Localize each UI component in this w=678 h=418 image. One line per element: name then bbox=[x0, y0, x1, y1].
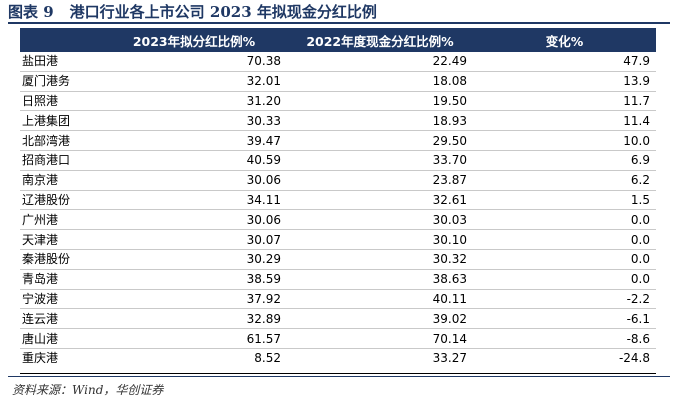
ratio-2022-cell: 19.50 bbox=[287, 91, 473, 112]
title-divider bbox=[8, 22, 670, 24]
change-cell: -6.1 bbox=[473, 308, 656, 330]
ratio-2022-cell: 29.50 bbox=[287, 130, 473, 151]
table-row: 宁波港 37.92 40.11 -2.2 bbox=[20, 289, 656, 310]
table-row: 招商港口 40.59 33.70 6.9 bbox=[20, 150, 656, 171]
table-row: 广州港 30.06 30.03 0.0 bbox=[20, 209, 656, 231]
ratio-2022-cell: 40.11 bbox=[287, 289, 473, 310]
ratio-2022-cell: 33.27 bbox=[432, 351, 467, 366]
table-row: 盐田港 70.38 22.49 47.9 bbox=[20, 52, 656, 72]
ratio-2023-cell: 38.59 bbox=[101, 269, 287, 290]
change-cell: -2.2 bbox=[473, 289, 656, 310]
ratio-2022-cell: 70.14 bbox=[287, 328, 473, 349]
change-cell: 0.0 bbox=[473, 229, 656, 250]
change-cell: 6.2 bbox=[473, 170, 656, 191]
header-2022-ratio: 2022年度现金分红比例% bbox=[287, 28, 473, 52]
change-cell: -24.8 bbox=[618, 351, 650, 366]
ratio-2023-cell: 30.06 bbox=[101, 170, 287, 191]
table-row: 南京港 30.06 23.87 6.2 bbox=[20, 170, 656, 191]
change-cell: -8.6 bbox=[473, 328, 656, 349]
ratio-2022-cell: 18.93 bbox=[287, 110, 473, 132]
change-cell: 0.0 bbox=[473, 249, 656, 270]
ratio-2023-cell: 31.20 bbox=[101, 91, 287, 112]
header-2023-ratio: 2023年拟分红比例% bbox=[101, 28, 287, 52]
table-row: 秦港股份 30.29 30.32 0.0 bbox=[20, 249, 656, 270]
table-row: 辽港股份 34.11 32.61 1.5 bbox=[20, 190, 656, 211]
company-cell: 宁波港 bbox=[20, 289, 101, 310]
ratio-2023-cell: 61.57 bbox=[101, 328, 287, 349]
ratio-2023-cell: 30.06 bbox=[101, 209, 287, 231]
company-cell: 辽港股份 bbox=[20, 190, 101, 211]
ratio-2023-cell: 30.33 bbox=[101, 110, 287, 132]
figure-title: 图表 9 港口行业各上市公司 2023 年拟现金分红比例 bbox=[8, 0, 670, 22]
header-change: 变化% bbox=[473, 28, 656, 52]
table-row: 连云港 32.89 39.02 -6.1 bbox=[20, 308, 656, 330]
ratio-2023-cell: 8.52 bbox=[254, 351, 281, 366]
figure-number: 图表 9 bbox=[8, 2, 54, 21]
ratio-2023-cell: 39.47 bbox=[101, 130, 287, 151]
ratio-2023-cell: 30.07 bbox=[101, 229, 287, 250]
ratio-2022-cell: 18.08 bbox=[287, 71, 473, 92]
ratio-2022-cell: 38.63 bbox=[287, 269, 473, 290]
change-cell: 11.4 bbox=[473, 110, 656, 132]
change-cell: 6.9 bbox=[473, 150, 656, 171]
ratio-2022-cell: 23.87 bbox=[287, 170, 473, 191]
change-cell: 13.9 bbox=[473, 71, 656, 92]
ratio-2022-cell: 30.32 bbox=[287, 249, 473, 270]
figure-title-text: 港口行业各上市公司 2023 年拟现金分红比例 bbox=[69, 2, 377, 21]
change-cell: 11.7 bbox=[473, 91, 656, 112]
company-cell: 天津港 bbox=[20, 229, 101, 250]
company-cell: 唐山港 bbox=[20, 328, 101, 349]
table-row: 青岛港 38.59 38.63 0.0 bbox=[20, 269, 656, 290]
change-cell: 1.5 bbox=[473, 190, 656, 211]
ratio-2023-cell: 37.92 bbox=[101, 289, 287, 310]
company-cell: 日照港 bbox=[20, 91, 101, 112]
table-header-row: 2023年拟分红比例% 2022年度现金分红比例% 变化% bbox=[20, 28, 656, 52]
table-bottom-divider bbox=[20, 373, 656, 374]
ratio-2023-cell: 40.59 bbox=[101, 150, 287, 171]
table-row: 北部湾港 39.47 29.50 10.0 bbox=[20, 130, 656, 151]
company-cell: 青岛港 bbox=[20, 269, 101, 290]
source-note: 资料来源：Wind，华创证券 bbox=[12, 383, 164, 397]
ratio-2022-cell: 39.02 bbox=[287, 308, 473, 330]
table-row: 厦门港务 32.01 18.08 13.9 bbox=[20, 71, 656, 92]
company-cell: 南京港 bbox=[20, 170, 101, 191]
header-company bbox=[20, 28, 101, 52]
change-cell: 10.0 bbox=[473, 130, 656, 151]
ratio-2022-cell: 30.03 bbox=[287, 209, 473, 231]
ratio-2022-cell: 32.61 bbox=[287, 190, 473, 211]
company-cell: 连云港 bbox=[20, 308, 101, 330]
ratio-2023-cell: 32.01 bbox=[101, 71, 287, 92]
change-cell: 0.0 bbox=[473, 209, 656, 231]
table-row: 日照港 31.20 19.50 11.7 bbox=[20, 91, 656, 112]
table-row: 天津港 30.07 30.10 0.0 bbox=[20, 229, 656, 250]
company-cell: 上港集团 bbox=[20, 110, 101, 132]
dividend-ratio-table: 2023年拟分红比例% 2022年度现金分红比例% 变化% 盐田港 70.38 22… bbox=[20, 28, 656, 368]
ratio-2022-cell: 22.49 bbox=[287, 52, 473, 72]
company-cell: 盐田港 bbox=[20, 52, 101, 72]
change-cell: 0.0 bbox=[473, 269, 656, 290]
source-divider bbox=[8, 376, 670, 377]
company-cell: 广州港 bbox=[20, 209, 101, 231]
table-row: 上港集团 30.33 18.93 11.4 bbox=[20, 110, 656, 132]
company-cell: 重庆港 bbox=[22, 351, 59, 366]
table-row: 唐山港 61.57 70.14 -8.6 bbox=[20, 328, 656, 349]
ratio-2023-cell: 34.11 bbox=[101, 190, 287, 211]
company-cell: 北部湾港 bbox=[20, 130, 101, 151]
company-cell: 招商港口 bbox=[20, 150, 101, 171]
company-cell: 厦门港务 bbox=[20, 71, 101, 92]
ratio-2023-cell: 32.89 bbox=[101, 308, 287, 330]
change-cell: 47.9 bbox=[473, 52, 656, 72]
company-cell: 秦港股份 bbox=[20, 249, 101, 270]
ratio-2022-cell: 30.10 bbox=[287, 229, 473, 250]
table-row: 重庆港 8.52 33.27 -24.8 bbox=[20, 348, 656, 367]
ratio-2023-cell: 30.29 bbox=[101, 249, 287, 270]
ratio-2022-cell: 33.70 bbox=[287, 150, 473, 171]
ratio-2023-cell: 70.38 bbox=[101, 52, 287, 72]
